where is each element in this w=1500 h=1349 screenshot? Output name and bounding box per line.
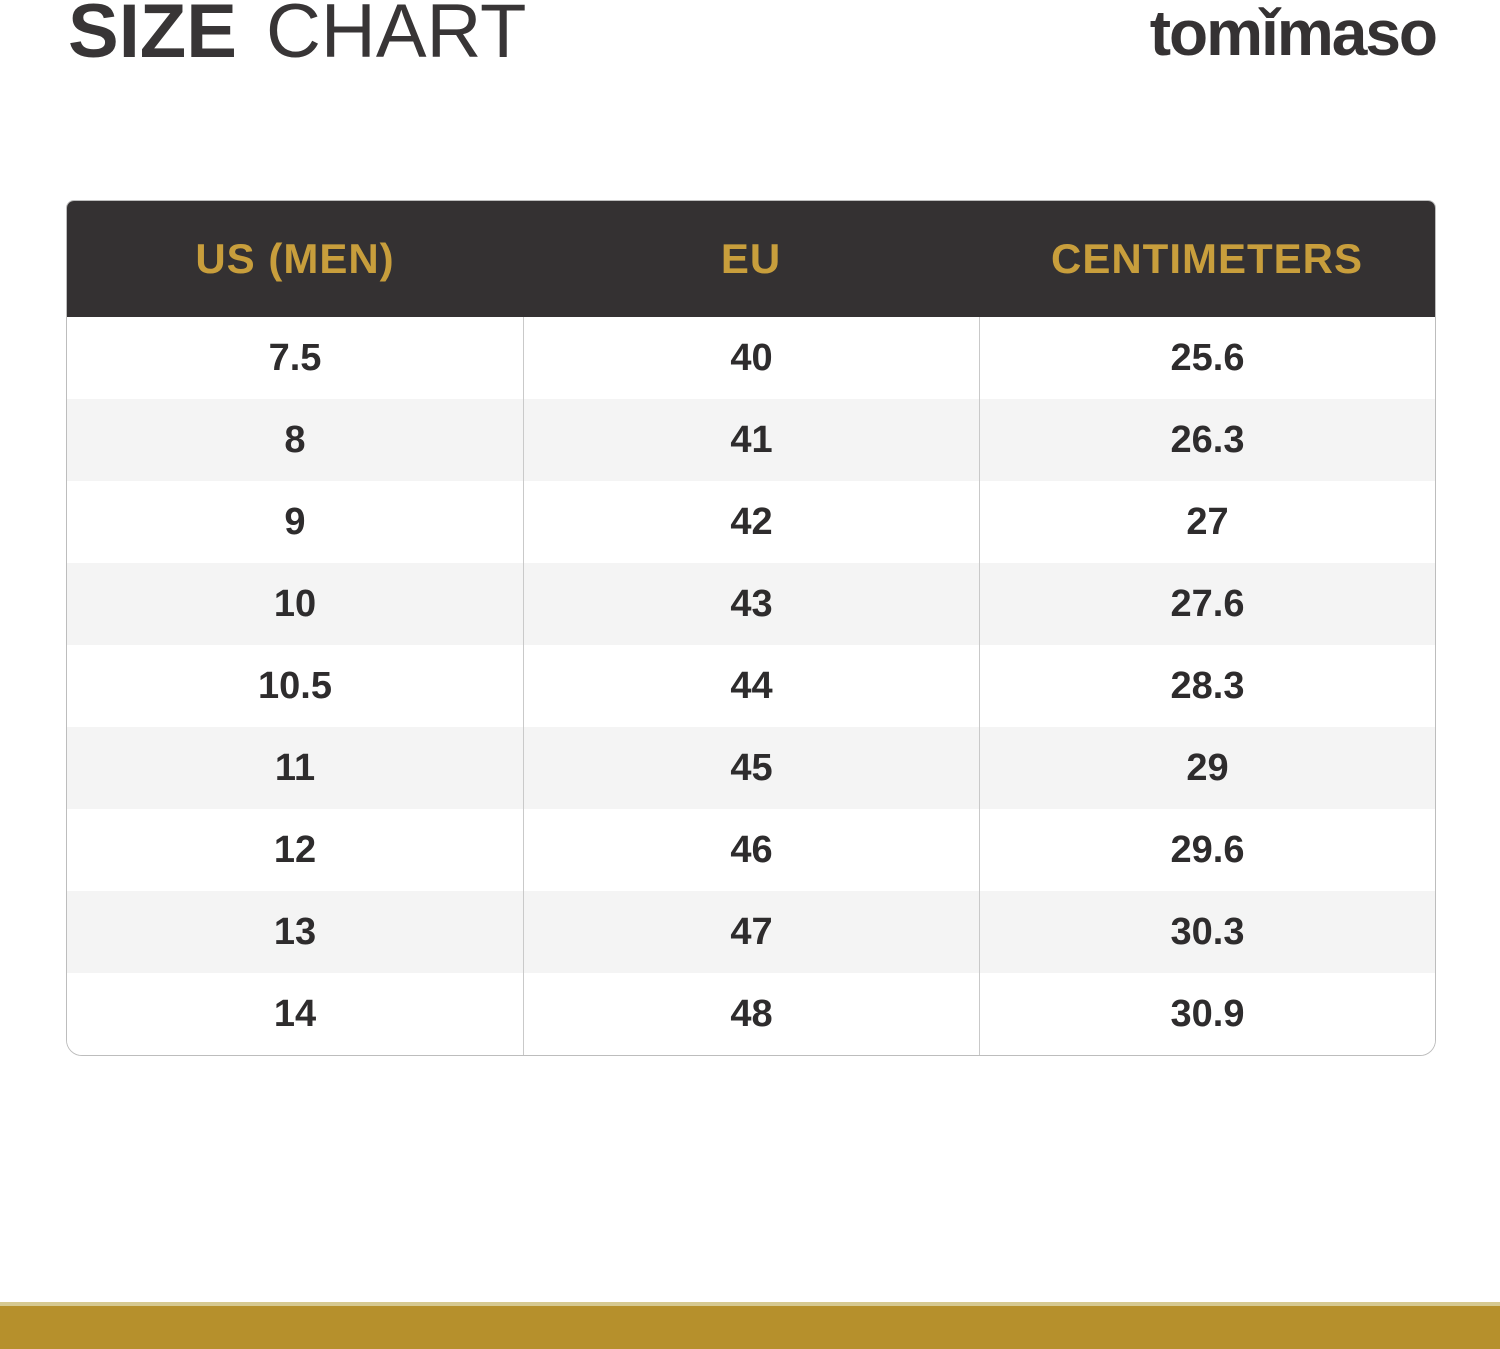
cell-us: 12 [273, 829, 317, 871]
cell-us: 10.5 [258, 665, 332, 707]
table-row: 14 48 30.9 [67, 973, 1435, 1055]
column-header-eu: EU [720, 235, 782, 282]
cell-cm: 28.3 [979, 645, 1435, 727]
table-row: 12 46 29.6 [67, 809, 1435, 891]
page-title-bold: SIZE [68, 0, 237, 74]
cell-eu: 43 [523, 563, 979, 645]
table-row: 11 45 29 [67, 727, 1435, 809]
table-row: 10 43 27.6 [67, 563, 1435, 645]
brand-logo: tomǐmaso [1149, 0, 1438, 69]
cell-eu: 46 [523, 809, 979, 891]
cell-eu: 48 [523, 973, 979, 1055]
cell-eu: 40 [523, 317, 979, 399]
cell-eu: 45 [523, 727, 979, 809]
cell-us: 10 [273, 583, 317, 625]
table-row: 7.5 40 25.6 [67, 317, 1435, 399]
cell-cm: 26.3 [979, 399, 1435, 481]
cell-eu: 47 [523, 891, 979, 973]
cell-cm: 29.6 [979, 809, 1435, 891]
cell-cm: 27 [979, 481, 1435, 563]
size-table: US (MEN) EU CENTIMETERS 7.5 40 25.6 8 41… [66, 200, 1436, 1056]
cell-us: 9 [284, 501, 306, 543]
column-header-us-men: US (MEN) [195, 235, 395, 282]
table-header-row: US (MEN) EU CENTIMETERS [67, 201, 1435, 317]
cell-cm: 29 [979, 727, 1435, 809]
cell-cm: 30.3 [979, 891, 1435, 973]
cell-eu: 41 [523, 399, 979, 481]
table-row: 13 47 30.3 [67, 891, 1435, 973]
cell-eu: 44 [523, 645, 979, 727]
cell-us: 8 [284, 419, 306, 461]
table-row: 10.5 44 28.3 [67, 645, 1435, 727]
table-row: 8 41 26.3 [67, 399, 1435, 481]
cell-cm: 27.6 [979, 563, 1435, 645]
cell-cm: 25.6 [979, 317, 1435, 399]
table-row: 9 42 27 [67, 481, 1435, 563]
cell-us: 14 [273, 993, 317, 1035]
cell-us: 7.5 [268, 337, 322, 379]
cell-us: 11 [274, 747, 316, 789]
cell-eu: 42 [523, 481, 979, 563]
column-header-centimeters: CENTIMETERS [1050, 235, 1363, 282]
page-title-light: CHART [266, 0, 527, 74]
page-title: SIZE CHART [68, 0, 526, 74]
cell-cm: 30.9 [979, 973, 1435, 1055]
cell-us: 13 [273, 911, 317, 953]
footer-gold-bar [0, 1302, 1500, 1349]
